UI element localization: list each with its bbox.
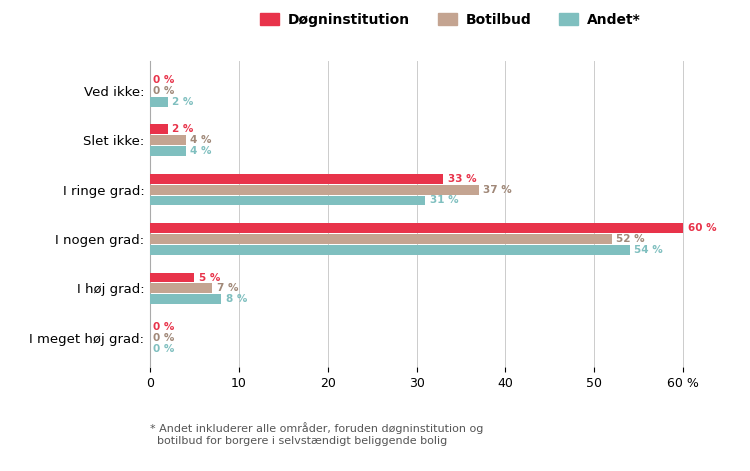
Bar — [150, 124, 168, 134]
Bar — [150, 185, 478, 195]
Bar — [150, 284, 212, 293]
Bar — [150, 174, 443, 184]
Text: 31 %: 31 % — [430, 195, 458, 205]
Text: 37 %: 37 % — [483, 185, 512, 195]
Bar — [150, 146, 185, 156]
Text: 60 %: 60 % — [688, 223, 716, 233]
Bar — [150, 245, 630, 255]
Bar — [150, 97, 168, 106]
Bar — [150, 223, 683, 233]
Text: 2 %: 2 % — [172, 97, 194, 107]
Bar — [150, 234, 612, 244]
Text: 4 %: 4 % — [190, 146, 211, 156]
Bar — [150, 135, 185, 145]
Text: 52 %: 52 % — [616, 234, 645, 244]
Text: 0 %: 0 % — [153, 333, 174, 343]
Text: 0 %: 0 % — [153, 75, 174, 85]
Bar — [150, 273, 194, 283]
Text: 54 %: 54 % — [634, 245, 663, 255]
Legend: Døgninstitution, Botilbud, Andet*: Døgninstitution, Botilbud, Andet* — [254, 7, 646, 32]
Bar — [150, 195, 425, 205]
Text: 0 %: 0 % — [153, 322, 174, 332]
Bar — [150, 294, 221, 304]
Text: 7 %: 7 % — [217, 284, 238, 293]
Text: 0 %: 0 % — [153, 344, 174, 354]
Text: 8 %: 8 % — [226, 294, 247, 304]
Text: 5 %: 5 % — [199, 273, 220, 283]
Text: 33 %: 33 % — [448, 174, 476, 184]
Text: * Andet inkluderer alle områder, foruden døgninstitution og
  botilbud for borge: * Andet inkluderer alle områder, foruden… — [150, 422, 483, 446]
Text: 0 %: 0 % — [153, 86, 174, 96]
Text: 2 %: 2 % — [172, 124, 194, 134]
Text: 4 %: 4 % — [190, 135, 211, 145]
